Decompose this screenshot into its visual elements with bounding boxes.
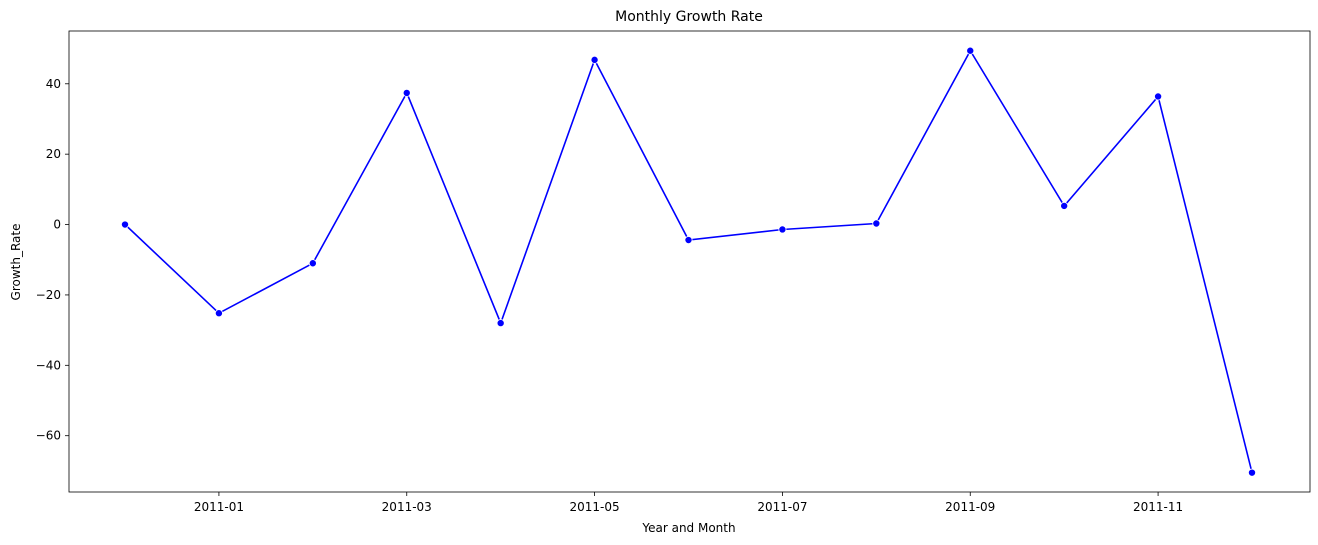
data-point (308, 259, 317, 268)
plot-area-frame (68, 30, 1311, 493)
x-tick-label: 2011-03 (382, 500, 432, 514)
x-axis: 2011-01 2011-03 2011-05 2011-07 2011-09 2011-… (194, 492, 1183, 514)
data-point (496, 319, 505, 328)
x-tick-label: 2011-05 (570, 500, 620, 514)
data-point (872, 219, 881, 228)
y-tick-label: −20 (36, 288, 61, 302)
data-point (1060, 201, 1069, 210)
y-tick-label: −40 (36, 358, 61, 372)
x-tick-label: 2011-11 (1133, 500, 1183, 514)
data-series (121, 46, 1257, 477)
data-point (1248, 468, 1257, 477)
x-tick-label: 2011-09 (945, 500, 995, 514)
data-point (1154, 92, 1163, 101)
y-tick-label: 20 (46, 147, 61, 161)
y-tick-label: 40 (46, 77, 61, 91)
y-axis-label: Growth_Rate (9, 224, 23, 301)
data-point (214, 309, 223, 318)
data-point (590, 55, 599, 64)
data-point (778, 225, 787, 234)
chart-title: Monthly Growth Rate (615, 9, 763, 25)
y-tick-label: −60 (36, 429, 61, 443)
data-point (121, 220, 130, 229)
x-tick-label: 2011-07 (757, 500, 807, 514)
data-point (684, 236, 693, 245)
data-point (966, 46, 975, 55)
y-axis: 40 20 0 −20 −40 −60 (36, 77, 69, 443)
series-line (124, 49, 1253, 473)
y-tick-label: 0 (53, 218, 61, 232)
x-axis-label: Year and Month (641, 521, 735, 535)
data-point (402, 88, 411, 97)
x-tick-label: 2011-01 (194, 500, 244, 514)
